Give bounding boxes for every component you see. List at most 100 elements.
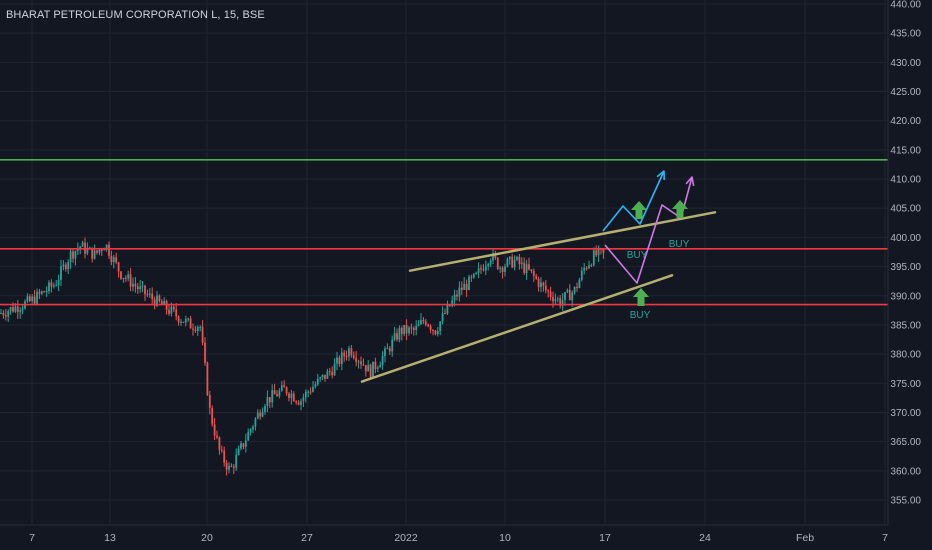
candle-body: [592, 250, 595, 266]
candle-body: [172, 306, 175, 310]
candle-body: [28, 296, 31, 302]
candle-body: [48, 282, 50, 292]
upper-channel-line: [408, 211, 717, 272]
candle-body: [122, 277, 125, 279]
candle-body: [350, 348, 353, 356]
candle-body: [192, 328, 194, 330]
candle-body: [268, 397, 271, 403]
candle-body: [362, 364, 365, 366]
candle-body: [357, 361, 360, 363]
candle-body: [338, 357, 341, 365]
candle-body: [230, 465, 233, 467]
candle-body: [67, 262, 70, 270]
candle-body: [19, 310, 22, 313]
candle-body: [288, 393, 290, 398]
candle-body: [271, 390, 274, 403]
price-axis[interactable]: 440.00 435.00 430.00 425.00 420.00 415.00 410.…: [887, 0, 932, 550]
candle-body: [436, 331, 439, 335]
candle-body: [196, 326, 199, 331]
candle-body: [602, 249, 605, 253]
candle-body: [369, 364, 372, 378]
candle-body: [187, 318, 190, 320]
candle-body: [60, 266, 62, 281]
candle-body: [156, 295, 158, 306]
candle-body: [43, 291, 46, 293]
candle-body: [124, 277, 127, 279]
candle-body: [21, 308, 24, 311]
price-tick-label: 435.00: [890, 29, 921, 40]
candle-body: [165, 300, 168, 310]
candle-body: [552, 296, 554, 302]
candle-body: [235, 454, 238, 468]
candle-body: [216, 435, 218, 438]
candle-body: [297, 402, 300, 405]
price-axis-background: [888, 0, 932, 550]
alternate-projection-path-head: [685, 176, 695, 186]
candle-body: [120, 271, 122, 279]
candle-body: [566, 289, 569, 293]
candle-body: [309, 391, 312, 393]
candle-body: [208, 395, 211, 408]
candle-body: [153, 299, 156, 306]
candle-body: [352, 355, 355, 358]
price-tick-label: 360.00: [890, 466, 921, 477]
buy-label: BUY: [630, 310, 651, 321]
price-tick-label: 370.00: [890, 408, 921, 419]
time-axis[interactable]: 7 13 20 27 2022 10 17 24 Feb 7: [0, 524, 888, 544]
candle-body: [134, 283, 137, 287]
candle-body: [98, 249, 101, 253]
candle-body: [405, 324, 408, 334]
price-tick-label: 410.00: [890, 175, 921, 186]
candle-body: [316, 378, 319, 385]
candle-body: [420, 320, 422, 325]
candle-body: [9, 307, 12, 312]
bullish-projection-path: [602, 170, 665, 232]
time-tick-label: 10: [499, 532, 511, 544]
candle-body: [232, 466, 235, 468]
time-tick-label: Feb: [796, 532, 814, 544]
time-tick-label: 20: [201, 532, 213, 544]
candle-body: [86, 248, 89, 254]
candle-body: [501, 267, 504, 272]
candle-body: [590, 265, 593, 267]
candle-body: [398, 327, 401, 340]
candle-body: [103, 248, 106, 251]
candle-body: [506, 258, 509, 267]
price-tick-label: 440.00: [890, 0, 921, 11]
candlestick-series: [0, 237, 605, 476]
candle-body: [45, 291, 48, 293]
candle-body: [110, 256, 113, 263]
candle-body: [412, 328, 415, 330]
candle-body: [177, 316, 180, 323]
price-tick-label: 415.00: [890, 145, 921, 156]
candle-body: [499, 267, 502, 269]
candle-body: [285, 387, 288, 394]
time-tick-label: 17: [599, 532, 611, 544]
candle-body: [256, 412, 259, 419]
candle-body: [199, 326, 202, 328]
candle-body: [69, 251, 72, 263]
candle-body: [144, 285, 146, 295]
candle-body: [525, 264, 528, 274]
candle-body: [530, 269, 533, 271]
candle-body: [504, 266, 506, 272]
candle-body: [408, 327, 410, 334]
buy-arrow-upper-left: [631, 201, 647, 219]
candle-body: [374, 361, 377, 369]
price-tick-label: 430.00: [890, 58, 921, 69]
candle-body: [439, 321, 442, 332]
candle-body: [112, 257, 115, 263]
candle-body: [559, 298, 562, 306]
candle-body: [427, 324, 430, 327]
candle-body: [79, 246, 82, 249]
candle-body: [328, 371, 331, 373]
price-tick-label: 420.00: [890, 116, 921, 127]
candle-body: [532, 270, 535, 276]
candle-body: [223, 450, 226, 463]
candle-body: [554, 299, 557, 302]
candle-body: [175, 309, 178, 317]
candle-body: [319, 377, 322, 379]
candle-body: [386, 348, 389, 350]
candle-body: [240, 443, 242, 449]
